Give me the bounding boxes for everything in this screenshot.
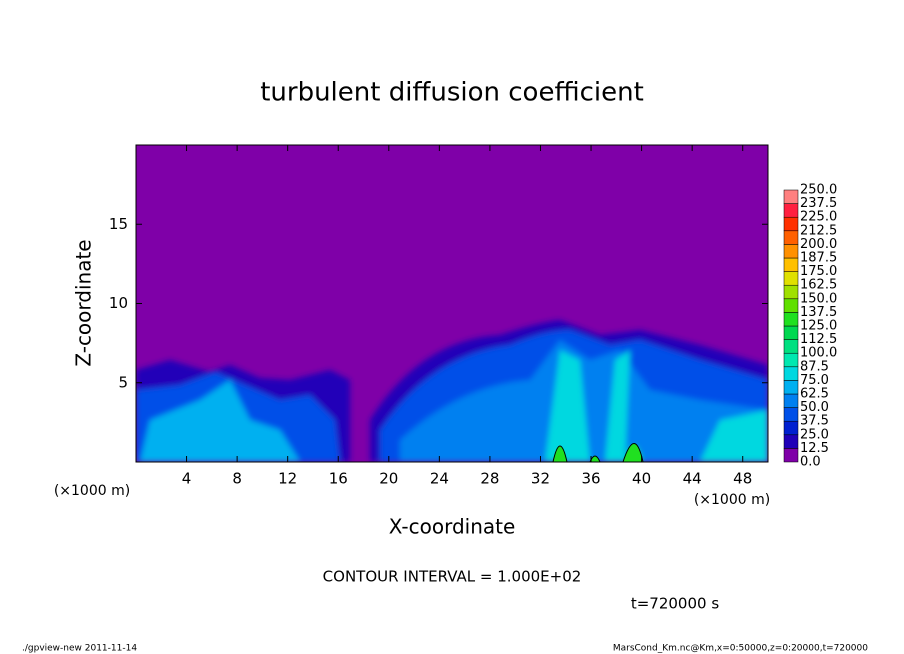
x-tick-label: 44 [683,470,702,488]
colorbar-box [783,298,799,313]
footer-left: ./gpview-new 2011-11-14 [22,644,137,654]
colorbar-box [783,325,799,340]
footer-right: MarsCond_Km.nc@Km,x=0:50000,z=0:20000,t=… [613,644,868,654]
x-tick-label: 12 [278,470,297,488]
colorbar-box [783,189,799,204]
colorbar-box [783,257,799,272]
y-tick-label: 10 [109,294,128,312]
colorbar-label: 0.0 [800,455,821,470]
colorbar-box [783,420,799,436]
y-tick-label: 15 [109,215,128,233]
chart-title: turbulent diffusion coefficient [260,78,644,108]
colorbar-box [783,284,799,300]
colorbar-box [783,203,799,218]
y-unit: (×1000 m) [694,492,770,508]
colorbar-label: 125.0 [800,319,837,334]
colorbar-box [783,448,799,463]
x-tick-label: 36 [581,470,600,488]
colorbar-label: 87.5 [800,359,829,374]
colorbar-label: 175.0 [800,264,837,279]
colorbar-label: 25.0 [800,427,829,442]
colorbar-box [783,339,799,354]
contour-note: CONTOUR INTERVAL = 1.000E+02 [323,568,582,586]
colorbar-box [783,216,799,232]
x-tick-label: 32 [531,470,550,488]
colorbar-label: 75.0 [800,373,829,388]
time-label: t=720000 s [631,595,719,613]
colorbar-box [783,434,799,449]
x-tick-label: 24 [430,470,449,488]
y-axis-label: Z-coordinate [72,239,96,366]
colorbar-box [783,230,799,245]
colorbar-label: 50.0 [800,400,829,415]
field [136,145,768,462]
colorbar-label: 150.0 [800,291,837,306]
colorbar-label: 250.0 [800,183,837,198]
x-axis-label: X-coordinate [389,515,516,539]
colorbar-label: 200.0 [800,237,837,252]
x-tick-label: 28 [480,470,499,488]
colorbar-box [783,366,799,381]
x-tick-label: 4 [182,470,192,488]
colorbar-box [783,380,799,395]
colorbar-label: 62.5 [800,387,829,402]
colorbar-label: 237.5 [800,196,837,211]
x-tick-label: 40 [632,470,651,488]
colorbar-box [783,393,799,408]
colorbar-label: 37.5 [800,414,829,429]
x-tick-label: 20 [379,470,398,488]
colorbar-box [783,244,799,259]
colorbar-box [783,352,799,368]
y-tick-label: 5 [118,373,128,391]
colorbar-label: 225.0 [800,210,837,225]
colorbar-label: 137.5 [800,305,837,320]
colorbar-box [783,312,799,327]
x-tick-label: 16 [329,470,348,488]
colorbar-label: 12.5 [800,441,829,456]
x-unit: (×1000 m) [54,483,130,499]
colorbar-label: 100.0 [800,346,837,361]
x-tick-label: 48 [733,470,752,488]
colorbar-label: 212.5 [800,223,837,238]
colorbar-label: 162.5 [800,278,837,293]
colorbar-box [783,407,799,422]
colorbar-box [783,271,799,286]
colorbar-label: 112.5 [800,332,837,347]
x-tick-label: 8 [232,470,242,488]
colorbar-label: 187.5 [800,251,837,266]
